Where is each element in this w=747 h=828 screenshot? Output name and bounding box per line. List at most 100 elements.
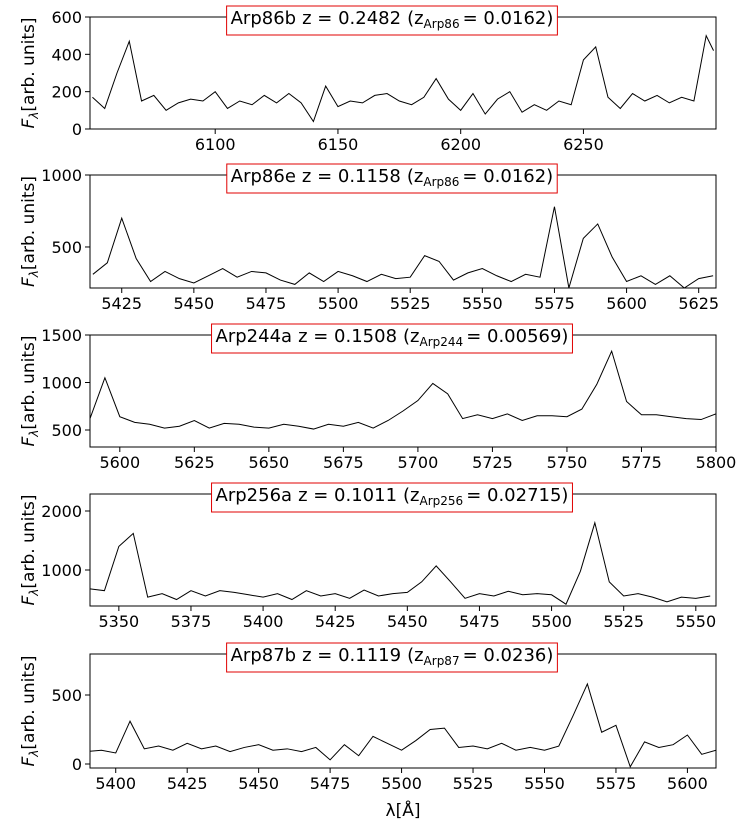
y-tick-label: 500 <box>51 686 82 705</box>
panel-title: Arp86e z = 0.1158 (zArp86 = 0.0162) <box>231 166 553 189</box>
y-tick-label: 1000 <box>41 561 82 580</box>
x-tick-label: 5550 <box>462 294 503 313</box>
title-ref-value: = 0.0162) <box>463 8 554 29</box>
panel-title: Arp244a z = 0.1508 (zArp244 = 0.00569) <box>216 326 569 349</box>
title-ref-sub: Arp256 <box>420 494 464 508</box>
title-galaxy: Arp86b <box>231 8 296 29</box>
y-tick-label: 2000 <box>41 502 82 521</box>
x-tick-label: 5600 <box>667 774 708 793</box>
y-label-symbol: F <box>19 277 39 287</box>
y-label-units: [arb. units] <box>19 656 39 750</box>
title-galaxy: Arp87b <box>231 645 296 666</box>
spectrum-line <box>92 206 714 288</box>
y-tick-label: 200 <box>51 83 82 102</box>
x-tick-label: 5525 <box>390 294 431 313</box>
y-label-sub: λ <box>27 589 41 597</box>
y-tick-label: 0 <box>72 120 82 139</box>
title-ref: (z <box>407 166 423 187</box>
title-frame <box>211 323 573 354</box>
x-tick-label: 6100 <box>195 135 236 154</box>
x-tick-label: 5550 <box>675 612 716 631</box>
title-ref-sub: Arp86 <box>424 17 460 31</box>
x-tick-label: 5675 <box>323 453 364 472</box>
spectrum-line <box>92 34 714 123</box>
x-tick-label: 5625 <box>174 453 215 472</box>
x-tick-label: 5750 <box>547 453 588 472</box>
panel-title: Arp256a z = 0.1011 (zArp256 = 0.02715) <box>216 485 569 508</box>
panel-title: Arp86b z = 0.2482 (zArp86 = 0.0162) <box>231 8 554 31</box>
x-tick-label: 5425 <box>315 612 356 631</box>
title-ref-value: = 0.0162) <box>462 166 553 187</box>
y-axis-label: Fλ[arb. units] <box>19 18 41 129</box>
title-ref: (z <box>407 645 423 666</box>
title-galaxy: Arp86e <box>231 166 296 187</box>
x-tick-label: 5775 <box>621 453 662 472</box>
panel: 5425 5450 5475 5500 5525 5550 5575 5600 5625 500 1… <box>19 163 719 313</box>
x-tick-label: 5625 <box>678 294 719 313</box>
y-label-symbol: F <box>19 118 39 128</box>
x-tick-label: 5475 <box>310 774 351 793</box>
title-z: z = 0.1011 <box>298 485 397 506</box>
y-label-units: [arb. units] <box>19 18 39 112</box>
title-ref: (z <box>407 8 423 29</box>
x-tick-label: 5725 <box>472 453 513 472</box>
x-tick-label: 5500 <box>531 612 572 631</box>
y-axis-label: Fλ[arb. units] <box>19 176 41 287</box>
y-label-sub: λ <box>27 112 41 120</box>
x-tick-label: 5500 <box>318 294 359 313</box>
y-tick-label: 1000 <box>41 373 82 392</box>
title-frame <box>226 163 558 194</box>
x-tick-label: 5400 <box>243 612 284 631</box>
title-ref-value: = 0.0236) <box>463 645 554 666</box>
y-axis-label: Fλ[arb. units] <box>19 656 41 767</box>
x-tick-label: 5450 <box>387 612 428 631</box>
title-box: Arp86b z = 0.2482 (zArp86 = 0.0162) <box>226 5 558 36</box>
spectrum-line <box>90 682 716 768</box>
x-tick-label: 5575 <box>596 774 637 793</box>
y-tick-label: 0 <box>72 755 82 774</box>
x-tick-label: 5600 <box>99 453 140 472</box>
title-ref-sub: Arp244 <box>420 335 464 349</box>
title-ref-sub: Arp87 <box>424 654 460 668</box>
title-ref-sub: Arp86 <box>423 175 459 189</box>
panel: 6100 6150 6200 6250 0 200 400 600 Fλ[arb. units]… <box>19 5 717 154</box>
x-tick-label: 5650 <box>248 453 289 472</box>
panel: 5600 5625 5650 5675 5700 5725 5750 5775 5800 500 1… <box>19 323 737 472</box>
title-ref: (z <box>403 326 419 347</box>
x-tick-label: 5350 <box>98 612 139 631</box>
x-tick-label: 5425 <box>167 774 208 793</box>
y-label-symbol: F <box>19 595 39 605</box>
x-tick-label: 6150 <box>318 135 359 154</box>
y-label-sub: λ <box>27 270 41 278</box>
x-tick-label: 5800 <box>696 453 737 472</box>
x-tick-label: 5575 <box>534 294 575 313</box>
title-galaxy: Arp244a <box>216 326 293 347</box>
x-tick-label: 6250 <box>563 135 604 154</box>
x-tick-label: 5700 <box>398 453 439 472</box>
x-tick-label: 5525 <box>603 612 644 631</box>
title-frame <box>226 642 558 673</box>
title-frame <box>211 482 573 513</box>
y-label-sub: λ <box>27 430 41 438</box>
x-tick-label: 5400 <box>95 774 136 793</box>
y-label-units: [arb. units] <box>19 336 39 430</box>
y-axis-label: Fλ[arb. units] <box>19 495 41 606</box>
title-z: z = 0.2482 <box>302 8 401 29</box>
title-frame <box>226 5 558 36</box>
x-tick-label: 5375 <box>171 612 212 631</box>
title-ref-value: = 0.00569) <box>466 326 568 347</box>
y-label-symbol: F <box>19 436 39 446</box>
y-tick-label: 500 <box>51 238 82 257</box>
panel: 5400 5425 5450 5475 5500 5525 5550 5575 5600 0 500… <box>19 642 717 821</box>
panel: 5350 5375 5400 5425 5450 5475 5500 5525 5550 1000… <box>19 482 717 631</box>
y-tick-label: 1000 <box>41 166 82 185</box>
x-tick-label: 6200 <box>440 135 481 154</box>
x-axis-label: λ[Å] <box>386 799 421 821</box>
spectrum-line <box>90 349 716 430</box>
title-z: z = 0.1119 <box>302 645 401 666</box>
x-tick-label: 5600 <box>606 294 647 313</box>
y-tick-label: 400 <box>51 45 82 64</box>
title-z: z = 0.1508 <box>298 326 397 347</box>
title-box: Arp87b z = 0.1119 (zArp87 = 0.0236) <box>226 642 558 673</box>
